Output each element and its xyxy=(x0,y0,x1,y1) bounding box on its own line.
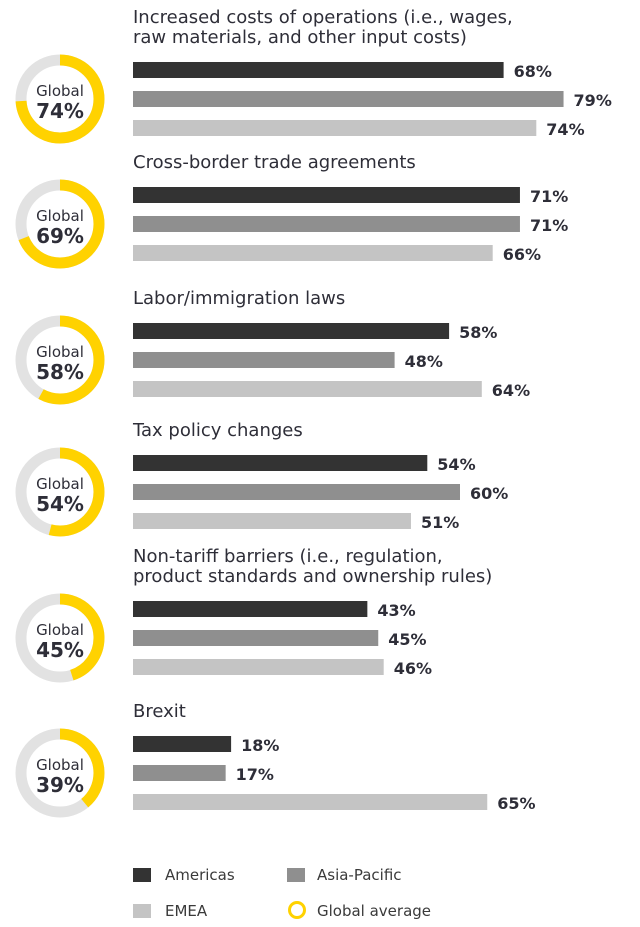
group-label: Labor/immigration laws xyxy=(133,288,345,309)
bar-asia-pacific xyxy=(133,91,564,107)
ring-global-value: 58% xyxy=(36,360,84,384)
ring-global-value: 39% xyxy=(36,773,84,797)
legend-label-asia-pacific: Asia-Pacific xyxy=(317,866,402,884)
ring-global-value: 45% xyxy=(36,638,84,662)
ring-global-arc xyxy=(15,447,105,537)
value-label-asia-pacific: 79% xyxy=(574,91,612,110)
bar-americas xyxy=(133,601,368,617)
value-label-emea: 64% xyxy=(492,381,530,400)
group-label: Increased costs of operations (i.e., wag… xyxy=(133,7,513,28)
bar-emea xyxy=(133,659,384,675)
group-label: Cross-border trade agreements xyxy=(133,152,416,173)
value-label-emea: 65% xyxy=(497,794,535,813)
value-label-emea: 46% xyxy=(394,659,432,678)
value-label-emea: 74% xyxy=(546,120,584,139)
ring-global-value: 69% xyxy=(36,224,84,248)
legend-label-global-average: Global average xyxy=(317,902,432,920)
value-label-emea: 66% xyxy=(503,245,541,264)
legend-label-americas: Americas xyxy=(165,866,235,884)
bar-asia-pacific xyxy=(133,484,460,500)
ring-caption: Global xyxy=(36,621,84,639)
group-label: Tax policy changes xyxy=(132,420,303,441)
ring-caption: Global xyxy=(36,475,84,493)
bar-asia-pacific xyxy=(133,765,226,781)
value-label-americas: 43% xyxy=(377,601,415,620)
value-label-americas: 54% xyxy=(437,455,475,474)
ring-global-arc xyxy=(15,54,105,144)
ring-global-arc xyxy=(15,315,105,405)
value-label-emea: 51% xyxy=(421,513,459,532)
value-label-americas: 71% xyxy=(530,187,568,206)
bar-emea xyxy=(133,794,488,810)
value-label-asia-pacific: 48% xyxy=(405,352,443,371)
bar-asia-pacific xyxy=(133,352,395,368)
bar-emea xyxy=(133,120,537,136)
bar-emea xyxy=(133,245,493,261)
bar-americas xyxy=(133,323,450,339)
group-label: Non-tariff barriers (i.e., regulation, xyxy=(133,546,443,567)
bar-americas xyxy=(133,62,504,78)
ring-caption: Global xyxy=(36,82,84,100)
bar-asia-pacific xyxy=(133,216,520,232)
value-label-americas: 68% xyxy=(514,62,552,81)
ring-caption: Global xyxy=(36,756,84,774)
group-label: product standards and ownership rules) xyxy=(133,566,492,587)
value-label-asia-pacific: 60% xyxy=(470,484,508,503)
ring-global-arc xyxy=(15,593,105,683)
ring-global-arc xyxy=(15,728,105,818)
bar-americas xyxy=(133,455,428,471)
legend-ring-global-average xyxy=(288,901,306,919)
ring-global-value: 54% xyxy=(36,492,84,516)
bar-americas xyxy=(133,736,232,752)
value-label-asia-pacific: 71% xyxy=(530,216,568,235)
ring-caption: Global xyxy=(36,207,84,225)
legend-swatch-emea xyxy=(133,904,151,918)
bar-americas xyxy=(133,187,520,203)
bar-emea xyxy=(133,381,482,397)
value-label-asia-pacific: 45% xyxy=(388,630,426,649)
value-label-americas: 58% xyxy=(459,323,497,342)
legend-swatch-asia-pacific xyxy=(287,868,305,882)
group-label: Brexit xyxy=(133,701,186,722)
value-label-americas: 18% xyxy=(241,736,279,755)
ring-caption: Global xyxy=(36,343,84,361)
group-label: raw materials, and other input costs) xyxy=(133,27,467,48)
bar-asia-pacific xyxy=(133,630,379,646)
ring-global-value: 74% xyxy=(36,99,84,123)
value-label-asia-pacific: 17% xyxy=(236,765,274,784)
legend-label-emea: EMEA xyxy=(165,902,208,920)
ring-global-arc xyxy=(15,179,105,269)
legend-swatch-americas xyxy=(133,868,151,882)
bar-emea xyxy=(133,513,411,529)
